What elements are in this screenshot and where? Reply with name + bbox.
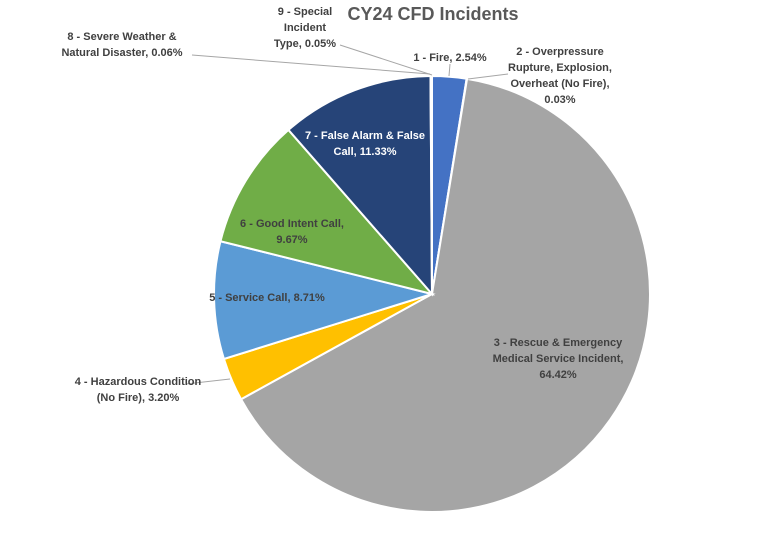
data-label: 4 - Hazardous Condition <box>75 376 202 388</box>
data-label: 2 - Overpressure <box>516 46 603 58</box>
data-label: 5 - Service Call, 8.71% <box>209 292 325 304</box>
chart-title: CY24 CFD Incidents <box>347 4 518 24</box>
pie-slice <box>219 128 435 296</box>
data-label: 9.67% <box>276 234 307 246</box>
pie-slice <box>287 74 434 297</box>
leader-line <box>339 44 433 76</box>
data-label: Call, 11.33% <box>334 146 397 158</box>
data-label: 64.42% <box>539 369 577 381</box>
leader-line <box>191 54 431 75</box>
data-label: Rupture, Explosion, <box>508 62 612 74</box>
data-label: (No Fire), 3.20% <box>97 392 180 404</box>
leader-line <box>448 63 451 77</box>
data-label: Incident <box>284 22 327 34</box>
data-label: Type, 0.05% <box>274 38 336 50</box>
data-label: 7 - False Alarm & False <box>305 130 425 142</box>
pie-slice <box>239 77 651 513</box>
data-label: Overheat (No Fire), <box>510 78 609 90</box>
data-label: 6 - Good Intent Call, <box>240 218 344 230</box>
leader-line <box>467 73 509 80</box>
data-label: Natural Disaster, 0.06% <box>61 47 182 59</box>
leader-line <box>185 378 231 385</box>
data-label: 3 - Rescue & Emergency <box>494 337 623 349</box>
data-label: 9 - Special <box>278 6 332 18</box>
data-label: 8 - Severe Weather & <box>67 31 176 43</box>
pie-slice <box>213 240 436 361</box>
pie-slice <box>430 74 433 295</box>
data-label: Medical Service Incident, <box>493 353 624 365</box>
data-label: 0.03% <box>544 94 575 106</box>
data-label: 1 - Fire, 2.54% <box>413 52 487 64</box>
